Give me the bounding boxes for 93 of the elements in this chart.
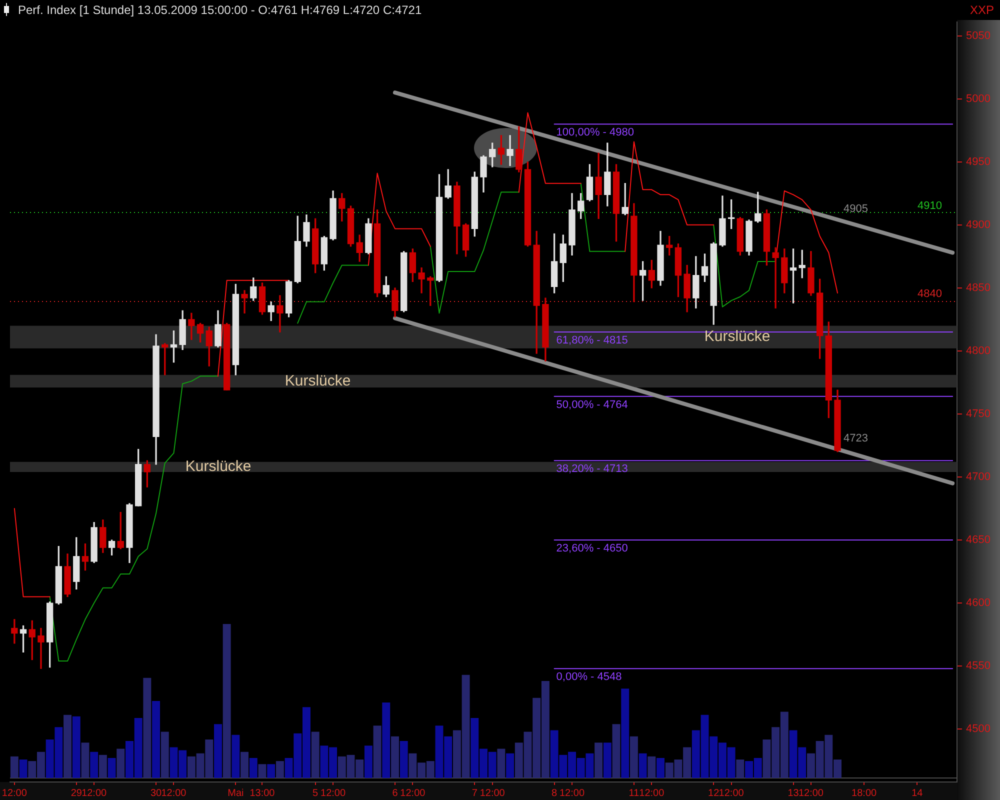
bar xyxy=(364,746,372,778)
series-label: 23,60% - 4650 xyxy=(556,542,628,555)
chart-title: Perf. Index [1 Stunde] 13.05.2009 15:00:00 - O:4761 H:4769 L:4720 C:4721 xyxy=(18,2,422,19)
candlestick xyxy=(276,295,284,332)
bar xyxy=(621,688,630,778)
bar xyxy=(90,752,98,778)
bar xyxy=(630,736,638,778)
bar xyxy=(497,748,506,778)
y-tick-label: 4700 xyxy=(966,471,990,484)
bar xyxy=(258,764,266,778)
y-tick-label: 4500 xyxy=(966,723,990,736)
bar xyxy=(222,624,231,778)
y-tick-label: 4650 xyxy=(966,534,990,546)
bar xyxy=(656,758,664,778)
series-label: 38,20% - 4713 xyxy=(556,463,628,476)
x-tick-label: 30 xyxy=(150,788,162,799)
x-tick-label: 5 xyxy=(312,788,319,799)
bar xyxy=(214,724,222,778)
y-tick-label: 4750 xyxy=(966,408,990,420)
bar xyxy=(143,678,152,778)
y-tick-label: 4850 xyxy=(966,282,990,294)
annotation: 4905 xyxy=(844,203,868,216)
annotation: 4723 xyxy=(844,432,868,445)
x-tick-label: 12:00 xyxy=(480,788,506,799)
x-tick-label: 12:00 xyxy=(798,788,824,799)
bar xyxy=(373,726,382,778)
bar xyxy=(108,758,116,778)
x-tick-label: 14 xyxy=(912,788,924,799)
x-tick-label: 12:00 xyxy=(2,788,28,799)
bar xyxy=(391,736,399,778)
bar xyxy=(400,741,408,778)
y-tick-label: 4900 xyxy=(966,218,990,231)
y-tick-label: 4800 xyxy=(966,344,990,357)
bar xyxy=(160,732,169,778)
x-tick-label: 29 xyxy=(70,788,82,799)
x-tick-label: 12:00 xyxy=(559,788,585,799)
x-tick-label: 18:00 xyxy=(852,788,878,799)
bar xyxy=(267,764,276,778)
x-tick-label: 12:00 xyxy=(82,788,108,799)
bar xyxy=(249,758,258,778)
y-tick-label: 5000 xyxy=(966,92,990,105)
y-tick-label: 4950 xyxy=(966,156,990,168)
bar xyxy=(506,753,514,778)
bar xyxy=(152,701,160,778)
bar xyxy=(10,756,18,778)
band-label: Kurslücke xyxy=(704,328,770,346)
bar xyxy=(603,742,612,778)
x-tick-label: 12:00 xyxy=(161,788,187,799)
x-tick-label: 8 xyxy=(552,788,558,799)
text: XXP xyxy=(970,2,994,19)
candlestick xyxy=(38,628,44,669)
bar xyxy=(81,742,90,778)
candlestick xyxy=(506,135,514,166)
series-label: 50,00% - 4764 xyxy=(556,398,628,411)
bar xyxy=(612,724,620,778)
candlestick xyxy=(772,247,779,308)
candlestick xyxy=(241,290,248,314)
x-tick-label: 11 xyxy=(628,788,640,799)
bar xyxy=(648,756,656,778)
x-tick-label: 12 xyxy=(708,788,720,799)
x-tick-label: 12:00 xyxy=(718,788,744,799)
bar xyxy=(64,714,72,778)
bar xyxy=(594,742,603,778)
series-label: 0,00% - 4548 xyxy=(556,671,622,684)
bar xyxy=(276,761,284,778)
series-label: 61,80% - 4815 xyxy=(556,334,628,347)
bar xyxy=(116,748,125,778)
bar xyxy=(98,754,107,778)
bar xyxy=(311,732,320,778)
bar xyxy=(736,760,744,778)
x-tick-label: 12:00 xyxy=(639,788,665,799)
bar xyxy=(240,752,249,778)
x-tick-label: 13:00 xyxy=(250,788,276,799)
bar xyxy=(382,702,390,778)
band-label: Kurslücke xyxy=(185,458,252,476)
y-tick-label: 4600 xyxy=(966,597,990,610)
ref-line-label: 4910 xyxy=(918,200,942,212)
x-tick-label: 12:00 xyxy=(400,788,426,799)
x-tick-label: 6 xyxy=(392,788,398,799)
y-tick-label: 5050 xyxy=(966,30,990,42)
x-tick-label: 12:00 xyxy=(320,788,346,799)
x-tick-label: 13 xyxy=(788,788,800,799)
x-tick-label: 7 xyxy=(472,788,478,799)
band-label: Kurslücke xyxy=(284,372,351,390)
series-label: 100,00% - 4980 xyxy=(556,126,634,139)
bar xyxy=(232,734,240,778)
ref-line-label: 4840 xyxy=(918,288,942,300)
candlestick xyxy=(11,619,18,644)
bar xyxy=(72,716,80,778)
y-tick-label: 4550 xyxy=(966,660,990,672)
x-tick-label: Mai xyxy=(228,788,244,799)
bar xyxy=(638,753,647,778)
bar xyxy=(19,760,28,778)
